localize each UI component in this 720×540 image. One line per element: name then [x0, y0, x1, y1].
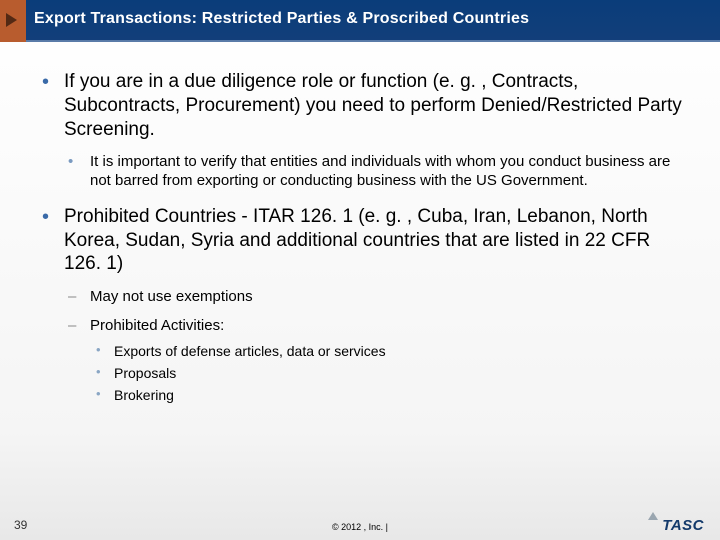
bullet-list-level2: It is important to verify that entities …: [64, 153, 682, 191]
slide-content: If you are in a due diligence role or fu…: [38, 70, 682, 418]
page-number: 39: [14, 518, 27, 532]
play-arrow-icon: [6, 13, 17, 27]
list-item: Exports of defense articles, data or ser…: [90, 342, 682, 360]
list-item: Proposals: [90, 364, 682, 382]
list-item: If you are in a due diligence role or fu…: [38, 70, 682, 191]
bullet-text: Proposals: [114, 365, 176, 381]
list-item: May not use exemptions: [64, 288, 682, 307]
logo-triangle-icon: [648, 512, 658, 520]
bullet-text: May not use exemptions: [90, 288, 253, 305]
list-item: It is important to verify that entities …: [64, 153, 682, 191]
bullet-text: Brokering: [114, 387, 174, 403]
header-bar: Export Transactions: Restricted Parties …: [0, 0, 720, 42]
bullet-text: Prohibited Countries - ITAR 126. 1 (e. g…: [64, 206, 650, 275]
bullet-list-level1: If you are in a due diligence role or fu…: [38, 70, 682, 404]
copyright-text: © 2012 , Inc. |: [332, 522, 388, 532]
bullet-text: If you are in a due diligence role or fu…: [64, 71, 682, 140]
list-item: Prohibited Countries - ITAR 126. 1 (e. g…: [38, 205, 682, 404]
bullet-text: It is important to verify that entities …: [90, 153, 670, 189]
bullet-text: Prohibited Activities:: [90, 317, 224, 334]
accent-box: [0, 0, 26, 42]
slide: Export Transactions: Restricted Parties …: [0, 0, 720, 540]
bullet-list-level3: Exports of defense articles, data or ser…: [90, 342, 682, 405]
logo-text: TASC: [662, 517, 704, 534]
bullet-text: Exports of defense articles, data or ser…: [114, 343, 386, 359]
footer: 39 © 2012 , Inc. | TASC: [0, 510, 720, 540]
list-item: Brokering: [90, 386, 682, 404]
slide-title: Export Transactions: Restricted Parties …: [34, 10, 529, 28]
list-item: Prohibited Activities: Exports of defens…: [64, 317, 682, 404]
bullet-list-level2: May not use exemptions Prohibited Activi…: [64, 288, 682, 404]
